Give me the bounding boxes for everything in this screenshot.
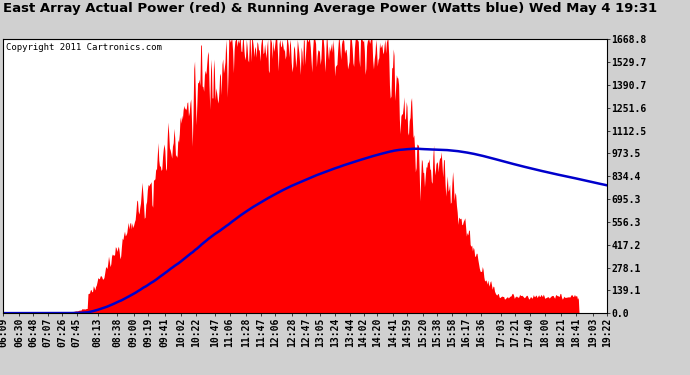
Text: Copyright 2011 Cartronics.com: Copyright 2011 Cartronics.com [6, 44, 162, 52]
Text: East Array Actual Power (red) & Running Average Power (Watts blue) Wed May 4 19:: East Array Actual Power (red) & Running … [3, 2, 658, 15]
